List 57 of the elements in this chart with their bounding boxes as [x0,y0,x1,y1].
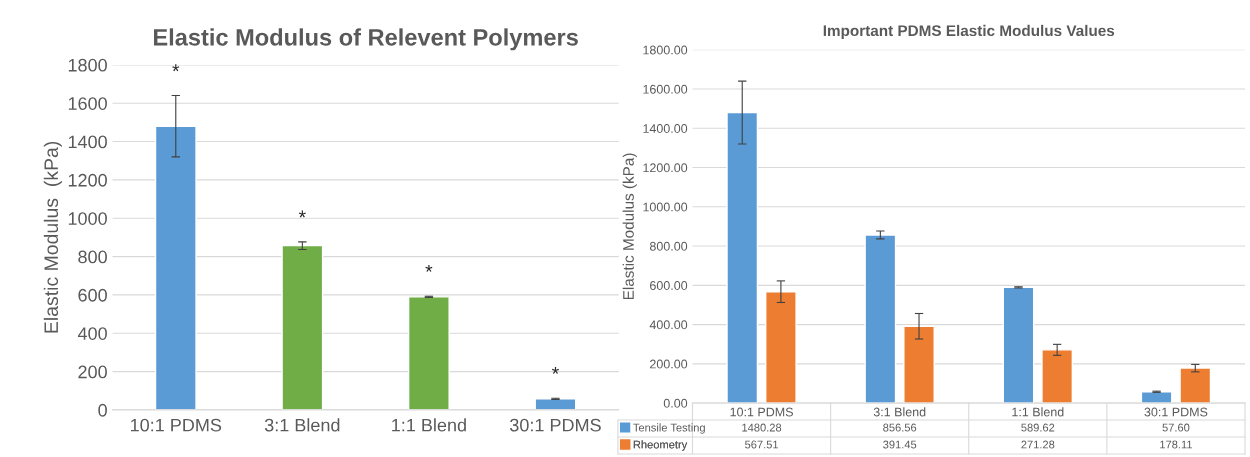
bar [903,325,935,404]
bar [281,244,324,410]
annotation: * [425,265,433,272]
bar [407,296,450,410]
y-tick-label: 1200.00 [643,163,688,173]
y-tick-label: 400.00 [649,320,688,330]
data-label: 57.60 [1162,423,1190,432]
x-tick-label: 1:1 Blend [1012,407,1064,417]
y-tick-label: 200 [78,365,107,379]
bar [154,125,197,410]
data-label: 1480.28 [742,423,782,432]
chart-title: Elastic Modulus of Relevent Polymers [154,28,578,51]
legend-label: Tensile Testing [633,423,705,434]
y-tick-label: 200.00 [650,359,688,369]
x-tick-label: 1:1 Blend [392,418,466,432]
x-tick-label: 10:1 PDMS [730,407,793,417]
bar [1179,367,1212,404]
y-tick-label: 800 [78,250,107,264]
data-label: 271.28 [1021,440,1055,449]
x-tick-label: 3:1 Blend [873,407,926,417]
bar [534,398,577,410]
annotation: * [552,367,559,374]
data-label: 856.56 [883,423,917,432]
annotation: * [298,210,306,218]
y-tick-label: 1600 [68,97,107,110]
y-tick-label: 1400 [68,135,107,149]
chart-title: Important PDMS Elastic Modulus Values [823,24,1115,40]
annotation: * [172,64,180,72]
x-tick-label: 30:1 PDMS [1144,407,1208,417]
y-tick-label: 1000.00 [643,202,688,212]
data-label: 567.51 [745,440,779,449]
y-tick-label: 600 [78,288,107,302]
y-tick-label: 1400.00 [643,124,688,133]
x-tick-label: 3:1 Blend [264,418,340,432]
y-tick-label: 800.00 [649,241,688,251]
y-tick-label: 0.00 [663,398,688,408]
y-tick-label: 400 [77,327,107,340]
x-tick-label: 10:1 PDMS [131,418,222,432]
y-axis-title: Elastic Modulus (kPa) [43,141,62,333]
y-axis-title: Elastic Modulus (kPa) [622,153,637,300]
bar [726,111,759,404]
y-tick-label: 600.00 [650,281,688,290]
data-label: 178.11 [1160,440,1192,449]
y-tick-label: 0 [98,403,107,417]
legend-label: Rheometry [633,440,688,451]
data-label: 589.62 [1021,423,1055,432]
y-tick-label: 1600.00 [643,84,688,94]
bar [864,234,897,404]
bar [765,291,797,404]
y-tick-label: 1800.00 [643,45,688,55]
y-tick-label: 1200 [68,173,107,187]
data-label: 391.45 [883,440,917,449]
bar [1041,349,1074,404]
y-tick-label: 1000 [68,212,107,225]
y-tick-label: 1800 [68,58,107,72]
bar [1002,286,1035,404]
x-tick-label: 30:1 PDMS [510,418,601,432]
